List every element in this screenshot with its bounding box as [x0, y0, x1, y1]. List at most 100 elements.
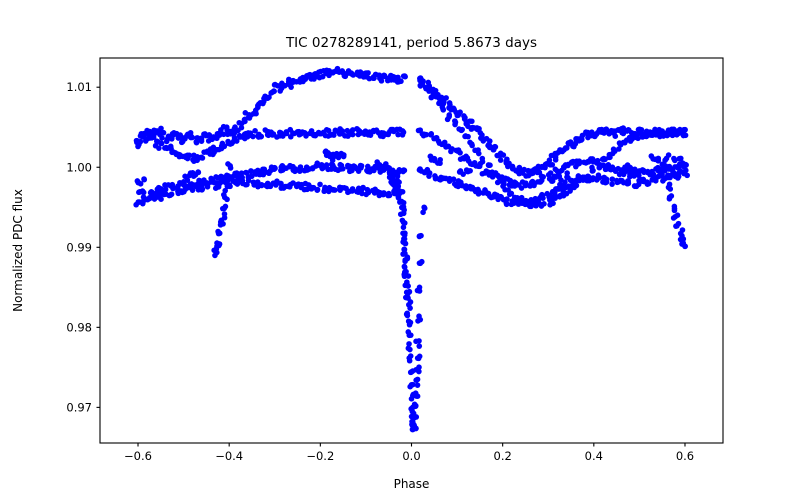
data-point [341, 152, 347, 158]
data-point [671, 126, 677, 133]
data-point [182, 173, 188, 180]
data-point [417, 127, 424, 133]
x-axis-ticks: −0.6 −0.4 −0.2 0.0 0.2 0.4 0.6 [124, 443, 694, 463]
data-point [370, 74, 377, 80]
data-point [461, 155, 468, 162]
data-point [406, 355, 413, 361]
data-point [484, 190, 491, 197]
data-point [265, 128, 272, 135]
x-axis-title: Phase [394, 477, 430, 491]
data-point [247, 132, 254, 139]
data-point [462, 133, 469, 139]
x-tick-label: 0.4 [585, 449, 603, 463]
data-point [609, 181, 615, 187]
data-point [648, 153, 655, 159]
data-points-layer [133, 65, 690, 433]
data-point [205, 138, 212, 144]
data-point [308, 186, 315, 192]
data-point [399, 128, 406, 134]
data-point [170, 149, 177, 155]
data-point [292, 166, 299, 172]
data-point [260, 171, 267, 178]
data-point [528, 203, 534, 210]
x-tick-label: 0.6 [676, 449, 694, 463]
data-point [596, 164, 603, 171]
data-point [436, 100, 442, 107]
data-point [386, 190, 392, 197]
data-point [437, 156, 443, 163]
data-point [369, 187, 376, 194]
data-point [518, 194, 525, 201]
plot-title: TIC 0278289141, period 5.8673 days [285, 35, 537, 51]
data-point [400, 168, 406, 175]
data-point [264, 95, 271, 102]
data-point [462, 114, 468, 121]
data-point [325, 166, 331, 173]
data-point [450, 176, 457, 182]
data-point [401, 220, 408, 226]
data-point [564, 170, 570, 176]
data-point [424, 85, 431, 92]
data-point [467, 118, 473, 124]
data-point [293, 183, 300, 190]
data-point [389, 180, 395, 187]
x-tick-label: 0.2 [494, 449, 512, 463]
data-point [158, 140, 164, 147]
data-point [227, 163, 233, 169]
data-point [505, 163, 512, 169]
data-point [258, 133, 265, 140]
data-point [504, 196, 510, 202]
data-point [398, 198, 405, 205]
data-point [195, 169, 202, 176]
data-point [407, 346, 413, 353]
data-point [665, 131, 672, 138]
data-point [644, 179, 650, 185]
data-point [173, 131, 180, 137]
data-point [314, 187, 321, 193]
data-point [170, 185, 176, 192]
data-point [165, 182, 172, 188]
data-point [160, 129, 167, 136]
data-point [649, 168, 655, 175]
data-point [456, 126, 462, 132]
data-point [227, 129, 234, 136]
data-point [224, 196, 230, 203]
data-point [467, 139, 473, 146]
data-point [426, 173, 432, 179]
data-point [639, 178, 646, 184]
data-point [432, 173, 438, 179]
data-point [467, 168, 473, 174]
data-point [662, 163, 669, 169]
data-point [684, 172, 690, 179]
data-point [137, 180, 144, 187]
data-point [675, 170, 682, 177]
data-point [439, 141, 445, 148]
data-point [405, 329, 412, 335]
data-point [555, 172, 562, 178]
data-point [529, 178, 536, 185]
data-point [252, 169, 258, 175]
data-point [421, 131, 428, 138]
data-point [236, 119, 243, 126]
data-point [243, 169, 249, 176]
data-point [358, 165, 364, 171]
data-point [224, 182, 231, 188]
data-point [217, 180, 223, 186]
data-point [163, 138, 170, 145]
data-point [585, 173, 592, 180]
data-point [395, 187, 401, 193]
data-point [417, 260, 424, 267]
data-point [400, 204, 407, 210]
data-point [245, 177, 252, 184]
data-point [400, 251, 406, 257]
data-point [663, 155, 670, 162]
data-point [479, 155, 486, 162]
data-point [643, 128, 650, 135]
data-point [552, 166, 559, 173]
data-point [550, 200, 556, 207]
data-point [242, 118, 248, 125]
data-point [190, 156, 196, 163]
data-point [453, 182, 460, 189]
data-point [670, 215, 677, 221]
